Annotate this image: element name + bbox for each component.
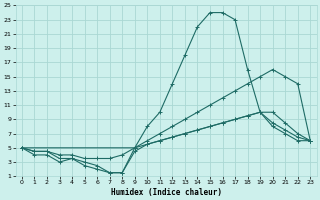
X-axis label: Humidex (Indice chaleur): Humidex (Indice chaleur): [111, 188, 221, 197]
